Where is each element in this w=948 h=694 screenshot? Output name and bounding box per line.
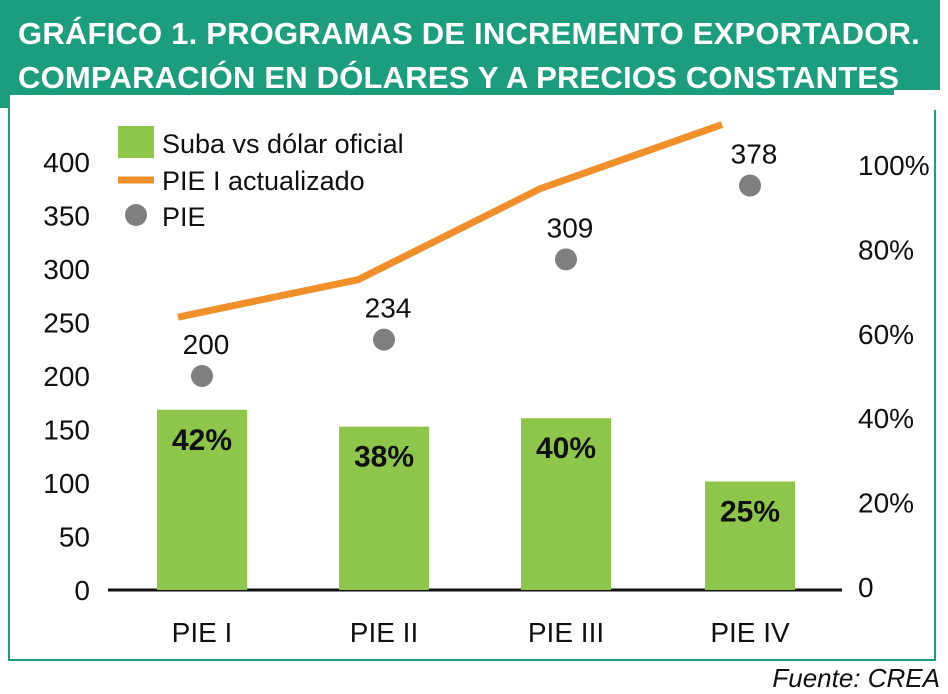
legend-label-bar: Suba vs dólar oficial	[162, 129, 404, 159]
bar-value-label: 38%	[354, 441, 414, 474]
legend-swatch-dot	[125, 204, 147, 226]
scatter-point	[373, 328, 395, 351]
point-value-label: 200	[183, 329, 230, 360]
legend-label-dot: PIE	[162, 202, 206, 232]
chart-title-line-1: GRÁFICO 1. PROGRAMAS DE INCREMENTO EXPOR…	[18, 16, 920, 51]
bar	[157, 409, 247, 590]
y-left-tick-label: 200	[43, 361, 90, 392]
y-left-tick-label: 100	[43, 468, 90, 499]
point-value-label: 378	[731, 139, 778, 170]
x-tick-label: PIE III	[528, 617, 604, 648]
legend-swatch-bar	[118, 126, 154, 158]
bar-value-label: 25%	[720, 496, 780, 529]
scatter-point	[739, 174, 761, 197]
legend-label-line: PIE I actualizado	[162, 166, 365, 196]
x-tick-label: PIE II	[350, 617, 418, 648]
scatter-point	[555, 248, 577, 271]
bar	[521, 418, 611, 590]
y-left-tick-label: 50	[59, 522, 90, 553]
y-right-tick-label: 60%	[858, 319, 914, 350]
y-right-tick-label: 0	[858, 572, 874, 603]
header-corner-notch	[894, 90, 948, 110]
y-right-tick-label: 40%	[858, 403, 914, 434]
header-banner: GRÁFICO 1. PROGRAMAS DE INCREMENTO EXPOR…	[0, 0, 940, 108]
y-left-tick-label: 250	[43, 308, 90, 339]
bar	[705, 481, 795, 590]
y-left-tick-label: 0	[74, 575, 90, 606]
y-right-tick-label: 100%	[858, 150, 930, 181]
line-series-pie-i-actualizado	[177, 121, 724, 321]
chart-title-line-2: COMPARACIÓN EN DÓLARES Y A PRECIOS CONST…	[18, 60, 900, 95]
bar	[339, 426, 429, 590]
bar-value-label: 40%	[536, 432, 596, 465]
bar-value-label: 42%	[172, 424, 232, 457]
point-value-label: 309	[547, 212, 594, 243]
x-tick-label: PIE IV	[710, 617, 790, 648]
source-note: Fuente: CREA	[772, 663, 940, 693]
y-left-tick-label: 300	[43, 254, 90, 285]
scatter-point	[191, 365, 213, 387]
y-right-tick-label: 20%	[858, 488, 914, 519]
y-right-tick-label: 80%	[858, 234, 914, 265]
y-left-tick-label: 400	[43, 147, 90, 178]
y-left-tick-label: 350	[43, 201, 90, 232]
point-value-label: 234	[365, 293, 412, 324]
x-tick-label: PIE I	[172, 617, 233, 648]
y-left-tick-label: 150	[43, 415, 90, 446]
